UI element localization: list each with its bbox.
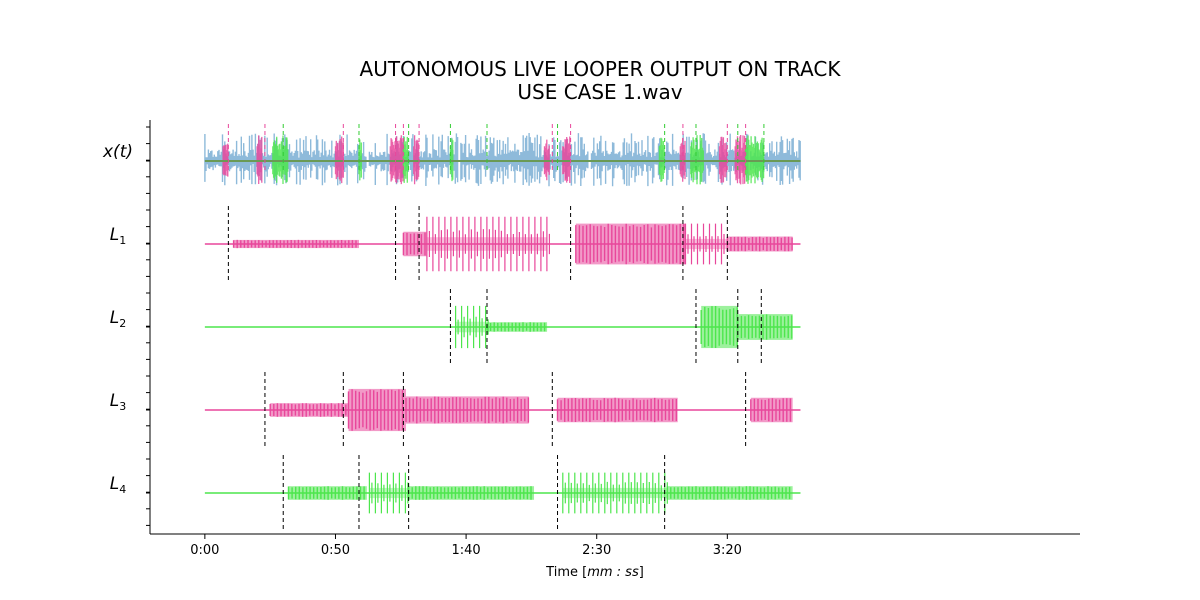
chart-title: AUTONOMOUS LIVE LOOPER OUTPUT ON TRACK bbox=[359, 57, 841, 81]
l4-loop-segment bbox=[562, 472, 668, 514]
input-overlay-region bbox=[734, 135, 747, 185]
l1-loop-segment-core bbox=[685, 238, 728, 250]
l3-loop-segment-wave bbox=[750, 398, 792, 422]
row-label-l2: L2 bbox=[110, 308, 126, 330]
l2-loop-segment bbox=[486, 322, 548, 332]
l1-loop-segment-wave bbox=[232, 239, 357, 249]
input-waveform bbox=[204, 133, 801, 187]
l1-loop-segment bbox=[684, 223, 725, 265]
input-overlay-region bbox=[744, 135, 765, 184]
l4-loop-segment bbox=[408, 486, 535, 500]
row-label-l4: L4 bbox=[110, 474, 126, 496]
l4-loop-segment-core bbox=[562, 487, 668, 499]
chart-subtitle: USE CASE 1.wav bbox=[517, 80, 683, 104]
x-tick-label: 3:20 bbox=[713, 543, 742, 558]
row-label-xt: x(t) bbox=[102, 142, 133, 162]
x-tick-label: 2:30 bbox=[582, 543, 611, 558]
input-overlay-region bbox=[562, 136, 571, 183]
l2-loop-segment bbox=[455, 305, 489, 349]
l1-loop-segment-wave bbox=[575, 223, 685, 265]
input-overlay-region bbox=[718, 136, 728, 183]
l3-loop-segment-wave bbox=[556, 397, 677, 423]
x-tick-label: 1:40 bbox=[451, 543, 480, 558]
input-overlay-region bbox=[413, 135, 420, 185]
l2-loop-segment bbox=[737, 314, 793, 340]
l3-loop-segment-wave bbox=[405, 396, 530, 424]
input-overlay-region bbox=[389, 135, 404, 185]
input-overlay-region bbox=[334, 136, 344, 184]
l4-loop-segment-wave bbox=[407, 486, 532, 500]
l3-loop-segment-wave bbox=[269, 403, 347, 417]
l1-loop-segment bbox=[233, 239, 359, 249]
x-axis-label: Time [mm : ss] bbox=[545, 565, 644, 580]
l1-loop-segment bbox=[426, 216, 550, 272]
l1-loop-segment-wave bbox=[402, 232, 426, 256]
x-tick-label: 0:00 bbox=[190, 543, 219, 558]
l4-loop-segment-wave bbox=[666, 486, 791, 500]
l2-loop-segment-wave bbox=[700, 306, 738, 348]
row-label-l3: L3 bbox=[110, 391, 126, 413]
row-label-l1: L1 bbox=[110, 225, 126, 247]
l4-loop-segment bbox=[667, 486, 793, 500]
l1-loop-segment-core bbox=[426, 237, 548, 251]
input-overlay-region bbox=[402, 136, 409, 183]
l4-loop-segment bbox=[368, 472, 409, 514]
l2-loop-segment-core bbox=[455, 321, 487, 333]
l3-loop-segment-wave bbox=[347, 389, 404, 431]
l4-loop-segment-core bbox=[369, 487, 409, 499]
input-overlay-region bbox=[690, 135, 704, 185]
x-tick-label: 0:50 bbox=[321, 543, 350, 558]
l4-loop-segment-wave bbox=[287, 486, 365, 500]
